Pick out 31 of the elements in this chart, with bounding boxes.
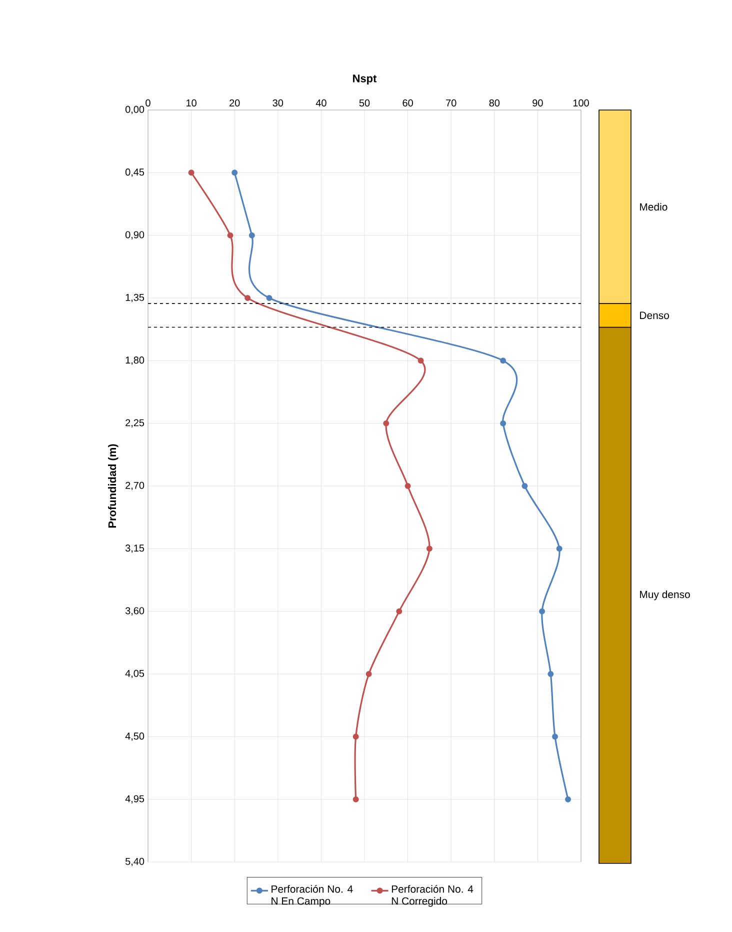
y-tick-label: 1,80 (126, 356, 144, 365)
x-tick-label: 50 (359, 99, 370, 106)
x-tick-label: 100 (573, 99, 589, 106)
y-tick-label: 0,00 (125, 106, 144, 114)
x-tick-label: 70 (446, 99, 456, 106)
y-tick-label: 2,70 (126, 482, 144, 490)
y-tick-label: 2,25 (126, 419, 144, 428)
x-tick-label: 80 (489, 99, 500, 106)
y-tick-label: 4,50 (125, 732, 144, 741)
y-tick-label: 0,90 (125, 231, 144, 240)
x-tick-label: 30 (272, 99, 284, 106)
x-tick-label: 90 (532, 99, 543, 106)
y-tick-label: 4,95 (125, 795, 144, 804)
series-label: Muy denso (640, 590, 690, 600)
x-tick-label: 0 (146, 99, 150, 106)
y-tick-label: 4,05 (125, 670, 144, 678)
x-tick-label: 40 (316, 99, 326, 106)
y-tick-label: 3,60 (125, 607, 144, 616)
series-label: Denso (640, 312, 669, 320)
y-axis-title: Profundidad (m) (108, 444, 118, 528)
y-tick-label: 0,45 (125, 168, 144, 177)
series-label: Medio (640, 202, 668, 211)
y-tick-label: 1,35 (126, 294, 144, 302)
y-tick-label: 5,40 (125, 858, 144, 866)
x-tick-label: 60 (402, 99, 413, 106)
legend-label: Perforación No. 4 N En Campo (272, 884, 353, 907)
x-tick-label: 20 (230, 99, 240, 106)
legend-label: Perforación No. 4 N Corregido (392, 884, 474, 907)
x-axis-title: Nspt (353, 74, 377, 84)
x-tick-label: 10 (186, 99, 196, 106)
y-tick-label: 3,15 (125, 544, 144, 553)
